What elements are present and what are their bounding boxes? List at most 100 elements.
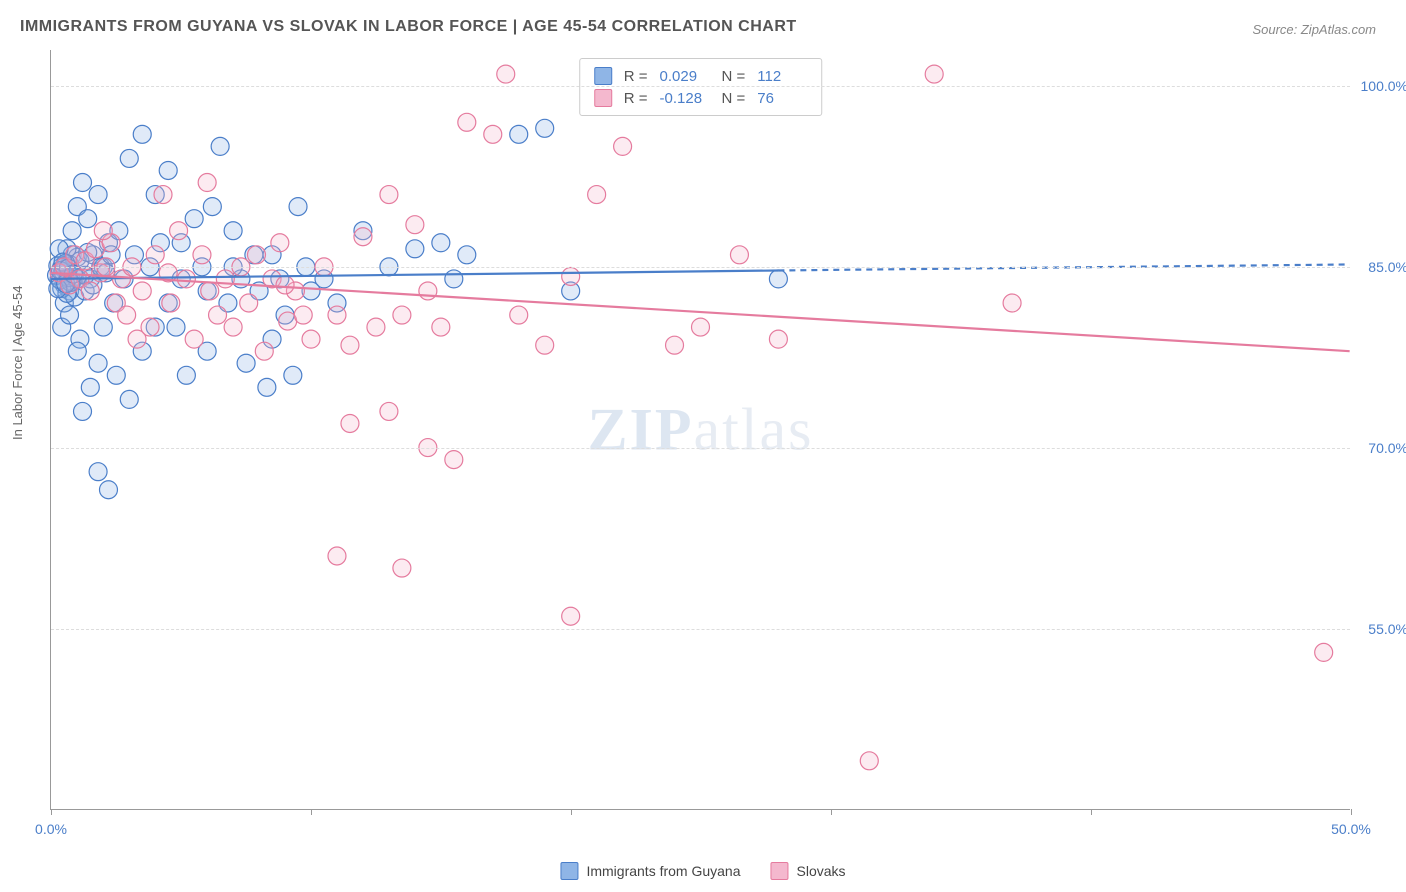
scatter-point-slovak bbox=[302, 330, 320, 348]
scatter-point-slovak bbox=[692, 318, 710, 336]
scatter-point-slovak bbox=[484, 125, 502, 143]
scatter-point-slovak bbox=[860, 752, 878, 770]
x-tick-label: 0.0% bbox=[35, 821, 67, 837]
scatter-point-guyana bbox=[81, 378, 99, 396]
scatter-point-slovak bbox=[769, 330, 787, 348]
x-tick-label: 50.0% bbox=[1331, 821, 1371, 837]
y-tick-label: 70.0% bbox=[1368, 440, 1406, 456]
scatter-point-slovak bbox=[271, 234, 289, 252]
scatter-point-slovak bbox=[216, 270, 234, 288]
scatter-point-slovak bbox=[328, 547, 346, 565]
scatter-point-guyana bbox=[89, 463, 107, 481]
scatter-point-slovak bbox=[419, 282, 437, 300]
scatter-point-slovak bbox=[614, 137, 632, 155]
scatter-point-slovak bbox=[154, 186, 172, 204]
scatter-point-slovak bbox=[294, 306, 312, 324]
scatter-point-guyana bbox=[68, 342, 86, 360]
legend-item-guyana: Immigrants from Guyana bbox=[560, 862, 740, 880]
y-tick-label: 100.0% bbox=[1361, 78, 1406, 94]
legend-item-slovak: Slovaks bbox=[771, 862, 846, 880]
scatter-point-slovak bbox=[666, 336, 684, 354]
x-tick bbox=[311, 809, 312, 815]
y-tick-label: 85.0% bbox=[1368, 259, 1406, 275]
scatter-point-slovak bbox=[255, 342, 273, 360]
scatter-point-guyana bbox=[289, 198, 307, 216]
scatter-point-slovak bbox=[536, 336, 554, 354]
scatter-point-guyana bbox=[406, 240, 424, 258]
x-tick bbox=[831, 809, 832, 815]
legend-label-guyana: Immigrants from Guyana bbox=[586, 863, 740, 879]
scatter-point-guyana bbox=[167, 318, 185, 336]
scatter-point-slovak bbox=[562, 607, 580, 625]
scatter-svg bbox=[51, 50, 1350, 809]
scatter-point-guyana bbox=[94, 318, 112, 336]
r-value-guyana: 0.029 bbox=[660, 68, 710, 85]
scatter-point-guyana bbox=[63, 222, 81, 240]
correlation-chart: IMMIGRANTS FROM GUYANA VS SLOVAK IN LABO… bbox=[0, 0, 1406, 892]
scatter-point-guyana bbox=[510, 125, 528, 143]
scatter-point-guyana bbox=[185, 210, 203, 228]
scatter-point-slovak bbox=[393, 306, 411, 324]
grid-line bbox=[51, 629, 1350, 630]
scatter-point-slovak bbox=[328, 306, 346, 324]
scatter-point-slovak bbox=[193, 246, 211, 264]
scatter-point-slovak bbox=[497, 65, 515, 83]
x-tick bbox=[51, 809, 52, 815]
scatter-point-guyana bbox=[536, 119, 554, 137]
scatter-point-guyana bbox=[133, 125, 151, 143]
scatter-point-guyana bbox=[120, 390, 138, 408]
scatter-point-slovak bbox=[458, 113, 476, 131]
plot-area: ZIPatlas R = 0.029 N = 112 R = -0.128 N … bbox=[50, 50, 1350, 810]
scatter-point-guyana bbox=[224, 222, 242, 240]
scatter-point-slovak bbox=[588, 186, 606, 204]
x-tick bbox=[571, 809, 572, 815]
scatter-point-guyana bbox=[74, 174, 92, 192]
scatter-point-slovak bbox=[94, 222, 112, 240]
scatter-point-guyana bbox=[74, 402, 92, 420]
scatter-point-slovak bbox=[224, 318, 242, 336]
scatter-point-slovak bbox=[118, 306, 136, 324]
scatter-point-guyana bbox=[89, 354, 107, 372]
x-tick bbox=[1091, 809, 1092, 815]
scatter-point-slovak bbox=[367, 318, 385, 336]
scatter-point-slovak bbox=[341, 414, 359, 432]
scatter-point-slovak bbox=[185, 330, 203, 348]
scatter-point-guyana bbox=[432, 234, 450, 252]
scatter-point-guyana bbox=[237, 354, 255, 372]
scatter-point-slovak bbox=[1315, 643, 1333, 661]
scatter-point-slovak bbox=[1003, 294, 1021, 312]
swatch-guyana-icon bbox=[594, 67, 612, 85]
scatter-point-guyana bbox=[769, 270, 787, 288]
scatter-point-guyana bbox=[99, 481, 117, 499]
scatter-point-guyana bbox=[445, 270, 463, 288]
scatter-point-slovak bbox=[81, 282, 99, 300]
scatter-point-slovak bbox=[170, 222, 188, 240]
scatter-point-slovak bbox=[146, 246, 164, 264]
scatter-point-slovak bbox=[393, 559, 411, 577]
grid-line bbox=[51, 267, 1350, 268]
scatter-point-guyana bbox=[177, 366, 195, 384]
scatter-point-slovak bbox=[133, 282, 151, 300]
scatter-point-slovak bbox=[201, 282, 219, 300]
scatter-point-slovak bbox=[177, 270, 195, 288]
r-label: R = bbox=[624, 68, 648, 85]
stats-row-guyana: R = 0.029 N = 112 bbox=[594, 65, 808, 87]
scatter-point-slovak bbox=[432, 318, 450, 336]
y-tick-label: 55.0% bbox=[1368, 621, 1406, 637]
scatter-point-guyana bbox=[107, 366, 125, 384]
scatter-point-guyana bbox=[61, 306, 79, 324]
scatter-point-guyana bbox=[284, 366, 302, 384]
x-tick bbox=[1351, 809, 1352, 815]
r-label: R = bbox=[624, 90, 648, 107]
scatter-point-slovak bbox=[562, 268, 580, 286]
scatter-point-slovak bbox=[240, 294, 258, 312]
scatter-point-guyana bbox=[458, 246, 476, 264]
n-label: N = bbox=[722, 90, 746, 107]
swatch-slovak-icon bbox=[594, 89, 612, 107]
legend-swatch-guyana-icon bbox=[560, 862, 578, 880]
n-value-guyana: 112 bbox=[757, 68, 807, 85]
legend-swatch-slovak-icon bbox=[771, 862, 789, 880]
scatter-point-slovak bbox=[247, 246, 265, 264]
source-attribution: Source: ZipAtlas.com bbox=[1252, 22, 1376, 37]
scatter-point-guyana bbox=[159, 161, 177, 179]
